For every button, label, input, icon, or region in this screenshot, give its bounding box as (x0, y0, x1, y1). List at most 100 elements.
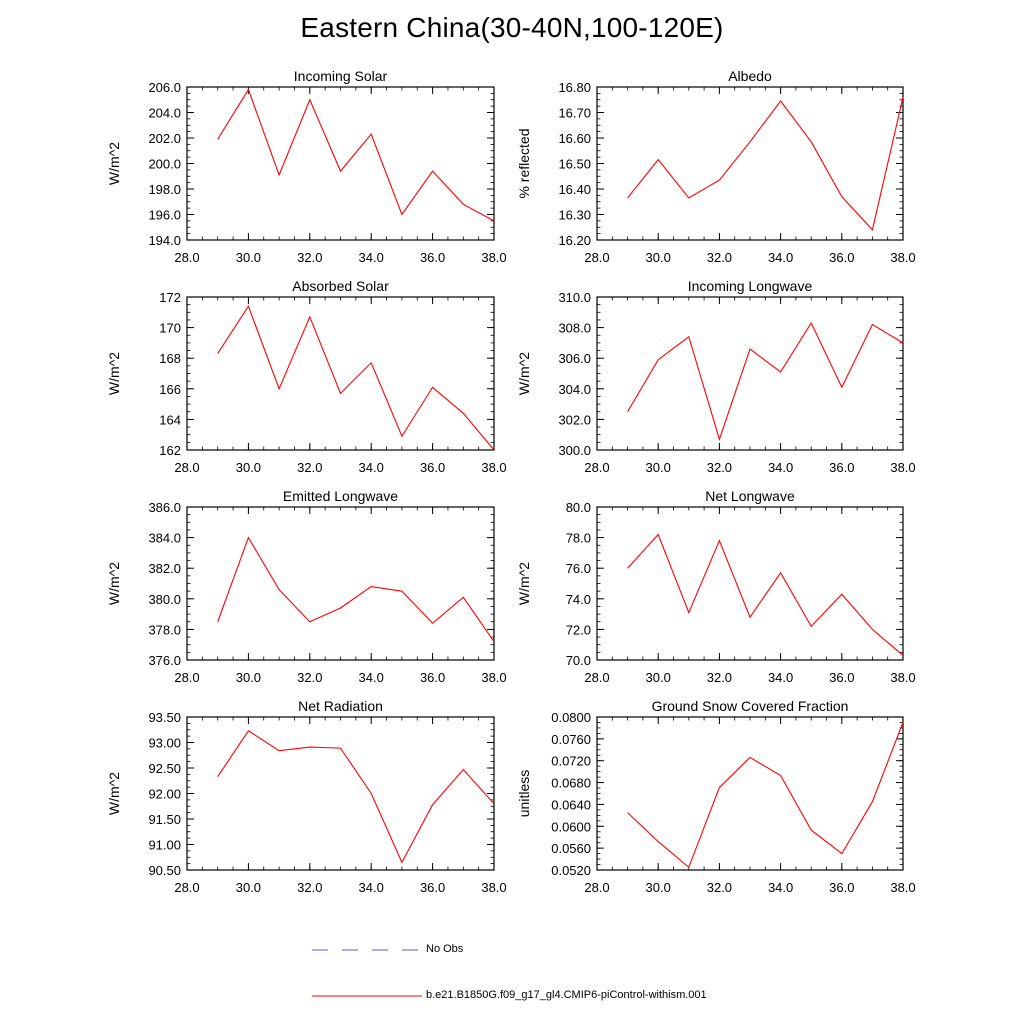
x-tick-label: 34.0 (768, 250, 793, 265)
x-tick-label: 36.0 (420, 670, 445, 685)
series-line-0 (627, 533, 904, 656)
chart-panel-1: Albedo % reflected 28.0 30.0 32.0 34.0 36.0 38.… (516, 68, 916, 265)
x-tick-label: 34.0 (359, 250, 384, 265)
x-tick-label: 30.0 (646, 880, 671, 895)
y-tick-label: 16.40 (558, 182, 591, 197)
x-tick-label: 32.0 (707, 460, 732, 475)
y-tick-label: 0.0600 (551, 819, 591, 834)
series-line-0 (217, 730, 495, 864)
x-tick-label: 30.0 (236, 880, 261, 895)
x-tick-label: 30.0 (646, 250, 671, 265)
x-tick-label: 30.0 (236, 250, 261, 265)
y-tick-label: 16.80 (558, 80, 591, 95)
y-tick-label: 164 (159, 412, 181, 427)
y-tick-label: 16.60 (558, 131, 591, 146)
legend-model-label: b.e21.B1850G.f09_g17_gl4.CMIP6-piControl… (426, 989, 707, 1001)
x-tick-label: 34.0 (768, 670, 793, 685)
x-tick-label: 32.0 (707, 670, 732, 685)
y-tick-label: 306.0 (558, 351, 591, 366)
y-tick-label: 70.0 (566, 653, 591, 668)
plot-frame (596, 716, 904, 871)
chart-title: Emitted Longwave (283, 488, 398, 504)
y-tick-label: 162 (159, 443, 181, 458)
x-tick-label: 28.0 (174, 460, 199, 475)
chart-panel-5: Net Longwave W/m^2 28.0 30.0 32.0 34.0 36.0 38.… (516, 488, 916, 685)
y-tick-label: 168 (159, 351, 181, 366)
x-tick-label: 36.0 (829, 460, 854, 475)
chart-title: Absorbed Solar (292, 278, 389, 294)
y-tick-label: 92.50 (148, 761, 181, 776)
x-tick-label: 32.0 (707, 880, 732, 895)
chart-panel-2: Absorbed Solar W/m^2 28.0 30.0 32.0 34.0 36.0 3… (106, 278, 507, 475)
x-tick-label: 38.0 (890, 460, 915, 475)
y-tick-label: 91.00 (148, 838, 181, 853)
x-tick-label: 28.0 (584, 250, 609, 265)
x-tick-label: 32.0 (707, 250, 732, 265)
y-tick-label: 16.30 (558, 208, 591, 223)
y-tick-label: 91.50 (148, 812, 181, 827)
x-tick-label: 28.0 (174, 250, 199, 265)
x-tick-label: 38.0 (890, 880, 915, 895)
y-tick-label: 300.0 (558, 443, 591, 458)
y-tick-label: 202.0 (148, 131, 181, 146)
y-tick-label: 0.0680 (551, 776, 591, 791)
x-tick-label: 36.0 (420, 250, 445, 265)
x-tick-label: 38.0 (481, 880, 506, 895)
x-tick-label: 34.0 (359, 460, 384, 475)
x-tick-label: 36.0 (420, 880, 445, 895)
series-line-0 (627, 321, 904, 442)
x-tick-label: 38.0 (481, 250, 506, 265)
x-tick-label: 30.0 (646, 670, 671, 685)
x-tick-label: 28.0 (584, 880, 609, 895)
y-tick-label: 0.0520 (551, 863, 591, 878)
y-tick-label: 382.0 (148, 561, 181, 576)
chart-title: Albedo (728, 68, 772, 84)
chart-panel-6: Net Radiation W/m^2 28.0 30.0 32.0 34.0 36.0 38… (106, 698, 507, 895)
x-tick-label: 36.0 (420, 460, 445, 475)
x-tick-label: 28.0 (174, 670, 199, 685)
x-tick-label: 34.0 (768, 880, 793, 895)
y-tick-label: 90.50 (148, 863, 181, 878)
y-tick-label: 92.00 (148, 787, 181, 802)
y-tick-label: 0.0760 (551, 732, 591, 747)
y-tick-label: 16.20 (558, 233, 591, 248)
x-tick-label: 38.0 (890, 670, 915, 685)
plot-frame (186, 86, 495, 241)
y-tick-label: 0.0800 (551, 710, 591, 725)
y-tick-label: 72.0 (566, 622, 591, 637)
page-title: Eastern China(30-40N,100-120E) (300, 12, 724, 43)
y-tick-label: 194.0 (148, 233, 181, 248)
series-line-0 (627, 97, 904, 231)
y-tick-label: 376.0 (148, 653, 181, 668)
y-tick-label: 16.50 (558, 157, 591, 172)
x-tick-label: 36.0 (829, 670, 854, 685)
series-line-0 (217, 536, 495, 642)
y-tick-label: 80.0 (566, 500, 591, 515)
y-tick-label: 204.0 (148, 106, 181, 121)
chart-panel-3: Incoming Longwave W/m^2 28.0 30.0 32.0 34.0 36… (516, 278, 916, 475)
y-tick-label: 308.0 (558, 321, 591, 336)
y-tick-label: 166 (159, 382, 181, 397)
x-tick-label: 30.0 (646, 460, 671, 475)
chart-panel-7: Ground Snow Covered Fraction unitless 28.0… (516, 698, 916, 895)
series-line-0 (217, 88, 495, 222)
y-tick-label: 384.0 (148, 531, 181, 546)
x-tick-label: 38.0 (890, 250, 915, 265)
y-axis-label: W/m^2 (106, 772, 122, 815)
x-tick-label: 36.0 (829, 880, 854, 895)
y-tick-label: 198.0 (148, 182, 181, 197)
y-tick-label: 78.0 (566, 531, 591, 546)
x-tick-label: 38.0 (481, 670, 506, 685)
x-tick-label: 32.0 (297, 880, 322, 895)
y-tick-label: 93.00 (148, 736, 181, 751)
y-tick-label: 386.0 (148, 500, 181, 515)
chart-title: Ground Snow Covered Fraction (652, 698, 849, 714)
chart-title: Incoming Longwave (688, 278, 813, 294)
y-tick-label: 0.0720 (551, 754, 591, 769)
y-tick-label: 172 (159, 290, 181, 305)
x-tick-label: 32.0 (297, 670, 322, 685)
y-tick-label: 380.0 (148, 592, 181, 607)
plot-frame (186, 716, 495, 871)
x-tick-label: 30.0 (236, 460, 261, 475)
x-tick-label: 36.0 (829, 250, 854, 265)
